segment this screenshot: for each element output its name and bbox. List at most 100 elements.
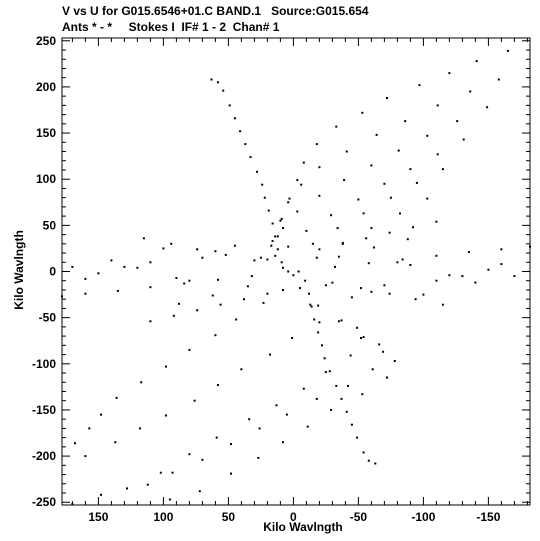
y-tick-label: 200 xyxy=(36,80,56,94)
uv-point xyxy=(126,487,128,490)
uv-point xyxy=(367,459,370,462)
uv-point xyxy=(270,244,273,247)
uv-point xyxy=(188,279,191,282)
uv-point xyxy=(350,423,353,426)
uv-point xyxy=(370,227,373,230)
uv-point xyxy=(486,106,489,109)
uv-point xyxy=(318,194,321,197)
uv-point xyxy=(323,357,326,360)
uv-point xyxy=(297,270,300,273)
uv-point xyxy=(334,265,336,268)
uv-point xyxy=(500,248,503,251)
uv-point xyxy=(321,344,323,347)
uv-point xyxy=(282,289,284,291)
uv-point xyxy=(116,289,119,292)
uv-point xyxy=(224,253,227,256)
uv-point xyxy=(142,237,145,240)
uv-point xyxy=(298,287,301,290)
uv-point xyxy=(287,201,290,204)
uv-point xyxy=(168,498,171,501)
uv-point xyxy=(373,246,375,249)
uv-point xyxy=(371,368,374,371)
uv-point xyxy=(159,471,162,474)
uv-point xyxy=(97,272,100,275)
uv-point xyxy=(140,381,143,384)
uv-point xyxy=(302,161,305,164)
uv-point xyxy=(222,89,225,92)
uv-point xyxy=(306,425,309,428)
uv-point xyxy=(253,259,256,262)
uv-point xyxy=(409,264,412,266)
uv-point xyxy=(123,265,126,268)
uv-point xyxy=(396,261,399,264)
uv-point xyxy=(196,309,199,312)
uv-point xyxy=(315,256,318,259)
uv-point xyxy=(331,281,334,284)
uv-point xyxy=(415,181,418,184)
uv-point xyxy=(214,334,217,337)
uv-point xyxy=(399,212,401,215)
uv-point xyxy=(340,397,343,400)
uv-point xyxy=(282,441,284,444)
uv-point xyxy=(239,130,242,133)
uv-point xyxy=(347,384,349,387)
uv-point xyxy=(345,410,348,413)
uv-point xyxy=(196,248,199,251)
uv-point xyxy=(269,353,271,356)
uv-point xyxy=(246,285,249,288)
uv-point xyxy=(311,242,314,245)
uv-point xyxy=(282,266,284,269)
uv-point xyxy=(244,143,247,146)
uv-point xyxy=(279,219,282,222)
uv-point xyxy=(71,503,74,506)
uv-point xyxy=(71,265,74,268)
uv-point xyxy=(74,442,76,445)
uv-point xyxy=(436,104,439,107)
uv-point xyxy=(230,472,232,475)
y-tick-label: -150 xyxy=(32,403,56,417)
uv-point xyxy=(146,483,149,486)
uv-point xyxy=(114,441,117,444)
uv-point xyxy=(500,263,503,266)
uv-point xyxy=(324,284,327,287)
uv-point xyxy=(341,242,344,245)
uv-point xyxy=(441,168,444,171)
uv-point xyxy=(214,250,217,253)
uv-point xyxy=(271,222,274,225)
uv-point xyxy=(448,72,451,75)
uv-point xyxy=(256,170,258,173)
uv-point xyxy=(397,149,400,152)
uv-point xyxy=(188,453,191,456)
uv-point xyxy=(343,179,346,182)
uv-point xyxy=(456,120,459,123)
uv-point xyxy=(280,261,283,264)
uv-point xyxy=(330,408,333,411)
uv-point xyxy=(378,343,381,346)
uv-point xyxy=(84,292,87,295)
uv-point xyxy=(309,303,312,306)
uv-point xyxy=(356,326,359,329)
uv-point xyxy=(243,298,245,301)
uv-point xyxy=(178,302,180,305)
uv-point xyxy=(217,278,219,281)
uv-point xyxy=(365,237,368,240)
uv-point xyxy=(300,183,303,186)
uv-point xyxy=(393,360,396,362)
uv-point xyxy=(100,493,102,496)
uv-point xyxy=(287,245,290,248)
uv-point xyxy=(436,153,439,156)
uv-point xyxy=(262,301,265,304)
uv-point xyxy=(291,337,294,339)
uv-point xyxy=(318,248,321,251)
x-tick-label: -150 xyxy=(476,510,500,524)
uv-point xyxy=(288,197,291,200)
uv-point xyxy=(382,350,385,353)
uv-point xyxy=(441,303,444,306)
uv-point xyxy=(469,90,472,93)
uv-point xyxy=(149,320,152,323)
uv-point xyxy=(317,331,320,334)
y-axis-title: Kilo Wavlngth xyxy=(12,230,26,310)
uv-point xyxy=(345,150,348,153)
uv-point xyxy=(370,164,373,167)
x-tick-label: -100 xyxy=(411,510,435,524)
